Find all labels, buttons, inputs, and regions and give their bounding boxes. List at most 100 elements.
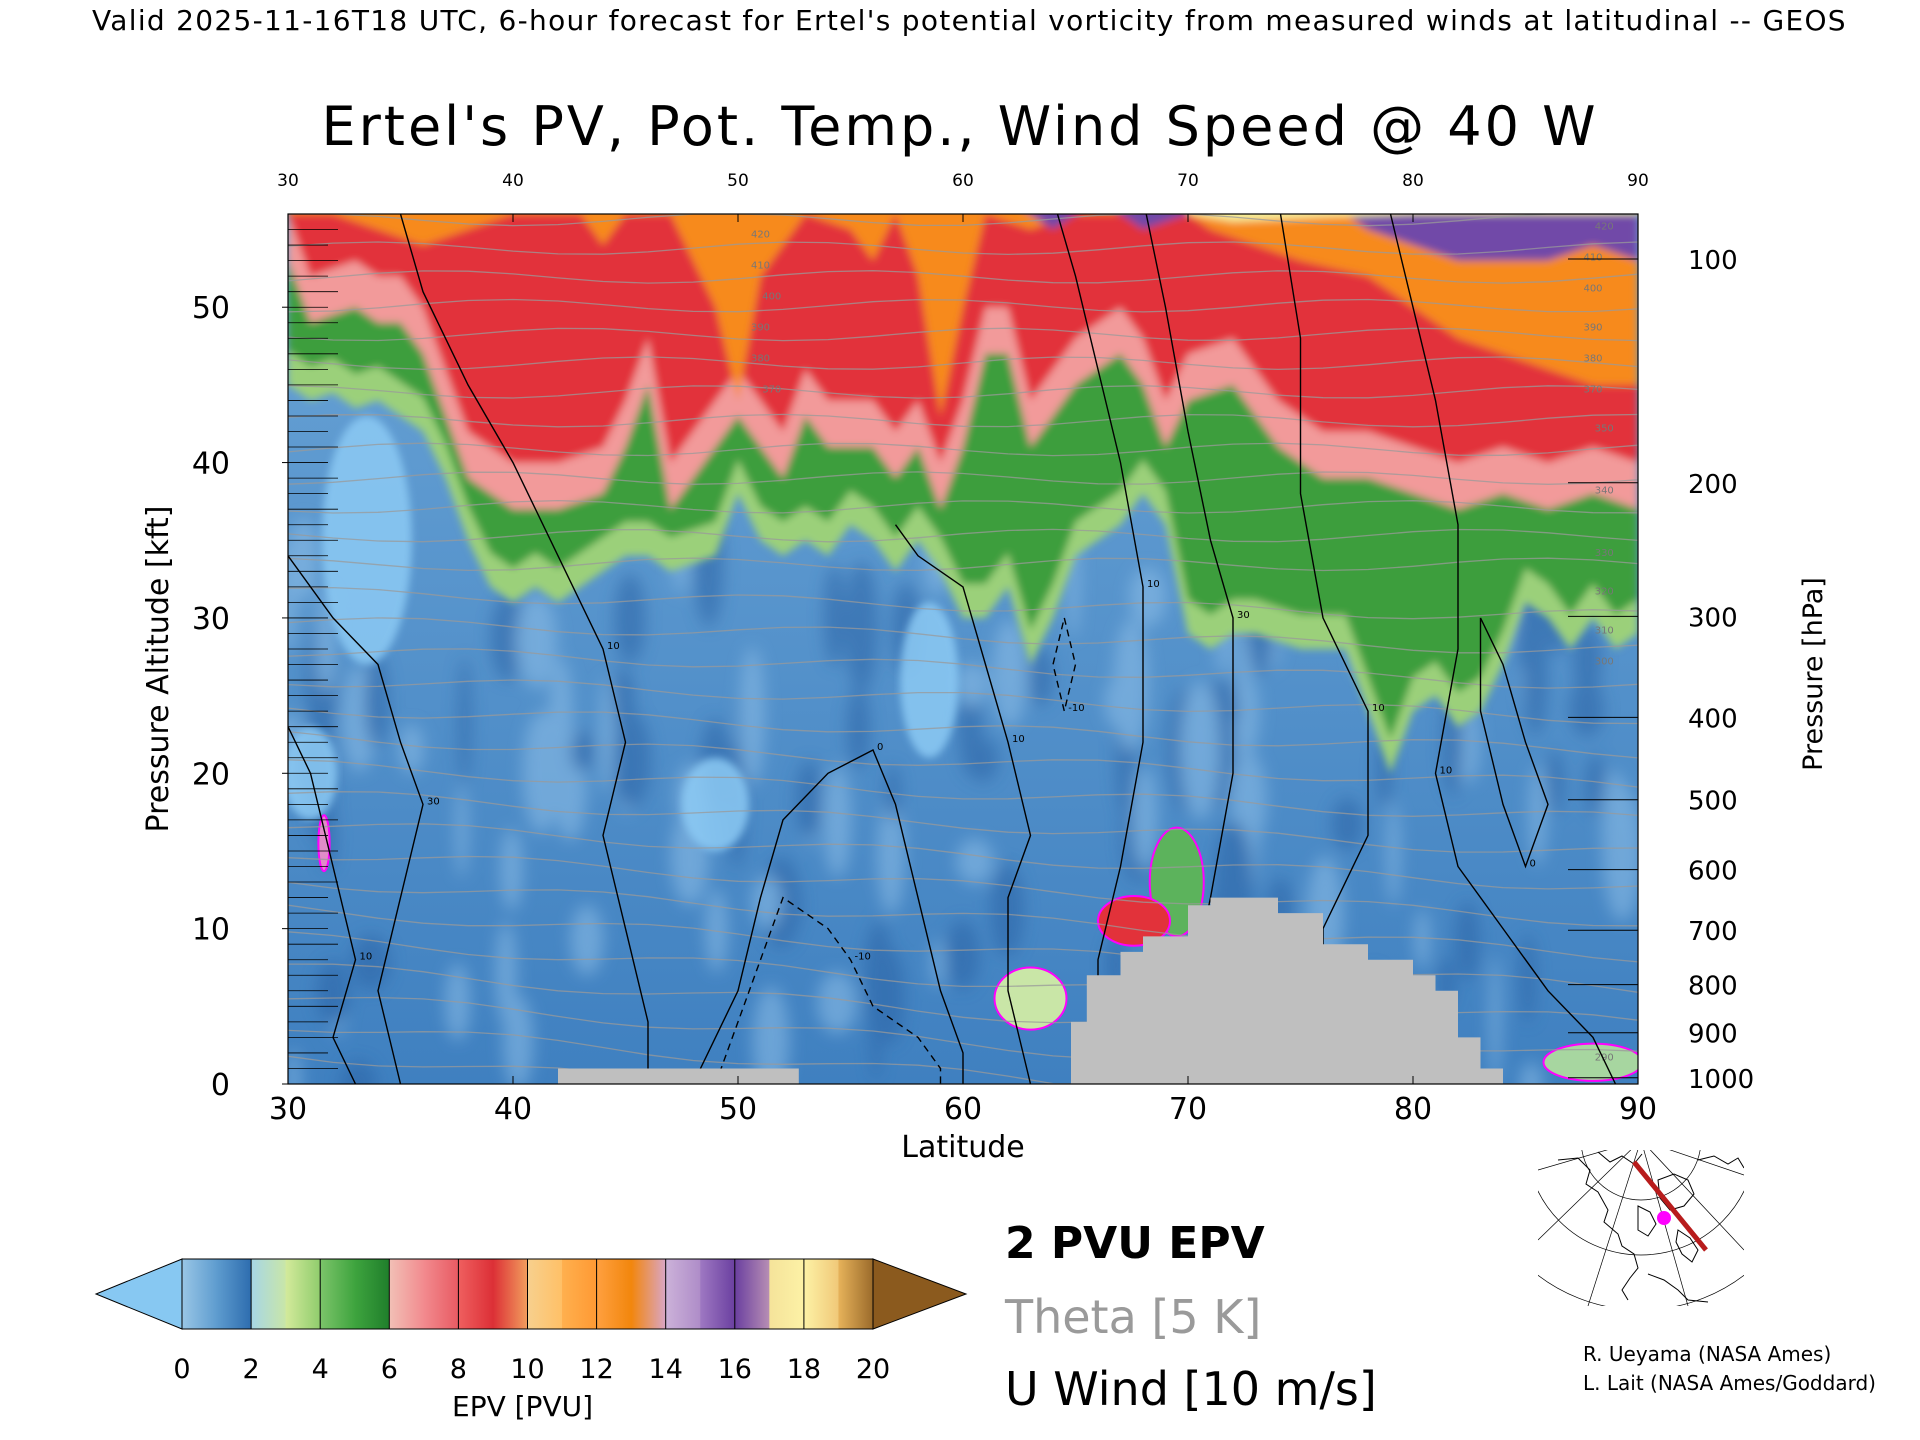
theta-isentrope	[288, 557, 1638, 572]
pv-texture-patch	[1027, 647, 1054, 706]
pressure-tick-label: 600	[1688, 857, 1738, 887]
pv-texture-patch	[956, 838, 994, 885]
y-tick-label: 20	[192, 757, 230, 792]
x-tick-label-top: 30	[277, 171, 299, 191]
pv-texture-patch	[1586, 754, 1606, 817]
pv-texture-patch	[795, 760, 823, 839]
credit-ueyama: R. Ueyama (NASA Ames)	[1583, 1342, 1832, 1366]
theta-label: 330	[1595, 548, 1614, 559]
pv-texture-patch	[1181, 680, 1220, 821]
u-wind-label: -10	[855, 952, 871, 963]
pv-texture-patch	[1601, 770, 1629, 894]
theta-isentrope	[288, 1055, 1638, 1084]
low-pv-patch	[900, 602, 959, 758]
pv-texture-patch	[340, 1060, 377, 1084]
x-tick-label: 70	[1169, 1092, 1207, 1127]
pressure-tick-label: 500	[1688, 787, 1738, 817]
x-axis-label: Latitude	[901, 1130, 1024, 1165]
theta-isentrope	[288, 270, 1638, 284]
pv-texture-patch	[1528, 765, 1547, 866]
theta-label: 350	[1595, 424, 1614, 435]
pv-blob	[317, 814, 331, 873]
legend-theta-label: Theta [5 K]	[1005, 1290, 1262, 1344]
pv-texture-patch	[1489, 955, 1502, 1084]
pv-texture-patch	[990, 862, 1024, 958]
theta-label: 340	[1595, 486, 1614, 497]
pv-texture-patch	[612, 711, 651, 809]
theta-label: 370	[762, 385, 781, 396]
chart-title: Ertel's PV, Pot. Temp., Wind Speed @ 40 …	[321, 95, 1599, 158]
pv-texture-patch	[399, 724, 424, 774]
x-tick-label-top: 80	[1402, 171, 1424, 191]
u-wind-label: 10	[1147, 579, 1160, 590]
pv-texture-patch	[955, 662, 989, 706]
theta-isentrope	[288, 679, 1638, 725]
pv-texture-patch	[1569, 679, 1604, 737]
pv-texture-patch	[599, 676, 614, 795]
u-wind-label: 30	[427, 796, 440, 807]
pressure-tick-label: 200	[1688, 470, 1738, 500]
pv-texture-patch	[490, 594, 526, 681]
theta-isentrope	[288, 528, 1638, 543]
pv-texture-patch	[570, 730, 595, 773]
coastlines	[1557, 1151, 1744, 1303]
pv-texture-patch	[1573, 623, 1602, 699]
pv-texture-patch	[316, 960, 350, 1026]
y-tick-label: 0	[211, 1068, 230, 1103]
pv-texture-patch	[823, 564, 846, 667]
pv-texture-patch	[1414, 909, 1431, 970]
u-wind-contour	[894, 524, 1032, 1084]
theta-label: 320	[1595, 587, 1614, 598]
u-wind-contour	[288, 555, 424, 1084]
u-wind-contour	[692, 749, 964, 1084]
theta-label: 310	[1595, 625, 1614, 636]
theta-label: 380	[751, 354, 770, 365]
theta-isentrope	[288, 327, 1638, 342]
y-tick-label: 10	[192, 913, 230, 948]
pv-texture-patch	[1545, 750, 1564, 815]
pv-texture-patch	[869, 949, 883, 1082]
theta-label: 290	[1595, 1053, 1614, 1064]
x-tick-label: 90	[1619, 1092, 1657, 1127]
theta-isentrope	[288, 471, 1638, 485]
pv-texture-patch	[1133, 766, 1158, 869]
u-wind-label: 10	[1372, 703, 1385, 714]
legend-theta: Theta [5 K]	[1005, 1290, 1261, 1344]
x-tick-label: 30	[269, 1092, 307, 1127]
pressure-tick-label: 300	[1688, 603, 1738, 633]
u-wind-contour	[399, 214, 649, 1084]
theta-isentrope	[288, 823, 1638, 890]
pv-texture-patch	[1519, 1062, 1543, 1084]
pv-band-yellow	[1188, 214, 1638, 222]
x-tick-label-top: 50	[727, 171, 749, 191]
x-tick-label: 50	[719, 1092, 757, 1127]
colorbar-label: EPV [PVU]	[452, 1390, 594, 1423]
u-wind-label: 10	[607, 641, 620, 652]
x-tick-label-top: 70	[1177, 171, 1199, 191]
pv-texture-patch	[458, 656, 472, 785]
theta-isentrope	[288, 442, 1638, 457]
pv-texture-patch	[751, 875, 782, 929]
legend-u-wind: U Wind [10 m/s]	[1005, 1362, 1377, 1416]
pv-texture-patch	[817, 971, 858, 1034]
polar-map-inset	[1538, 1150, 1744, 1306]
pv-texture-patch	[522, 711, 560, 834]
theta-isentrope	[288, 855, 1638, 927]
u-wind-label: 30	[1237, 610, 1250, 621]
y-axis-label-left: Pressure Altitude [kft]	[141, 506, 176, 833]
u-wind-contour	[1052, 617, 1077, 712]
theta-isentrope	[288, 730, 1638, 788]
theta-isentrope	[288, 707, 1638, 759]
pv-band-2	[1030, 214, 1638, 261]
theta-contours	[288, 214, 1638, 1084]
theta-label: 420	[751, 229, 770, 240]
pv-texture-patch	[350, 934, 391, 991]
legend-2pvu-label: 2 PVU EPV	[1005, 1218, 1265, 1269]
header-text: Valid 2025-11-16T18 UTC, 6-hour forecast…	[92, 4, 1847, 37]
location-marker	[1657, 1211, 1671, 1225]
x-tick-label: 80	[1394, 1092, 1432, 1127]
y-axis-label-right: Pressure [hPa]	[1798, 577, 1829, 771]
u-wind-contour	[1389, 214, 1617, 1084]
ground-topography	[558, 897, 1503, 1084]
